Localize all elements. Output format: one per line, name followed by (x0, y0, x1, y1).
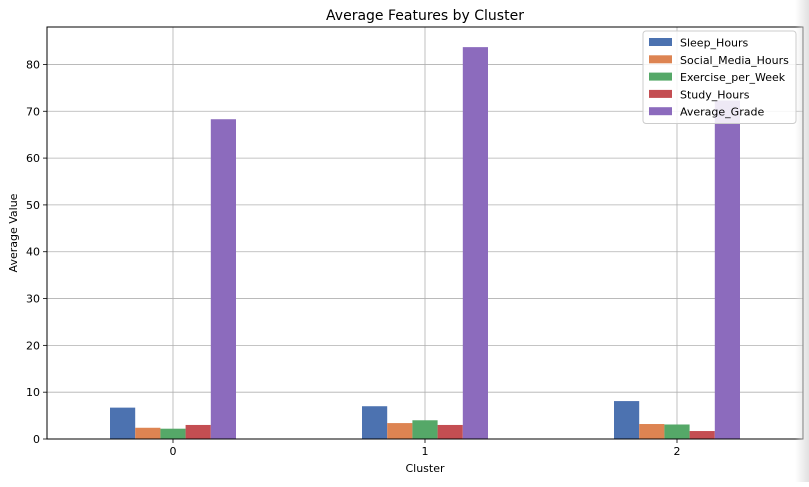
bar-social-media-hours (387, 423, 413, 439)
legend-label: Social_Media_Hours (680, 54, 789, 67)
legend-label: Study_Hours (680, 88, 750, 101)
y-tick-label: 20 (26, 339, 40, 352)
y-tick-label: 80 (26, 58, 40, 71)
bar-exercise-per-week (664, 424, 690, 439)
ticks-layer: 0 10 20 30 40 50 60 70 80 0 1 2 (26, 58, 681, 458)
legend: Sleep_Hours Social_Media_Hours Exercise_pe… (642, 30, 797, 124)
x-tick-label: 2 (674, 445, 681, 458)
bars-layer (110, 47, 740, 440)
legend-swatch (649, 72, 672, 81)
x-axis-label: Cluster (405, 462, 445, 475)
x-tick-label: 1 (422, 445, 429, 458)
bar-study-hours (437, 424, 463, 439)
legend-swatch (649, 38, 672, 46)
x-tick-label: 0 (170, 445, 177, 458)
bar-study-hours (185, 424, 211, 439)
bar-exercise-per-week (160, 428, 186, 439)
bar-social-media-hours (135, 427, 161, 439)
chart-title: Average Features by Cluster (326, 8, 524, 24)
bar-exercise-per-week (412, 420, 438, 439)
bar-average-grade (462, 47, 488, 440)
y-tick-label: 10 (26, 386, 40, 399)
bar-sleep-hours (362, 406, 388, 439)
bar-study-hours (689, 431, 715, 439)
legend-label: Exercise_per_Week (680, 71, 786, 84)
bar-sleep-hours (110, 407, 136, 439)
y-tick-label: 50 (26, 199, 40, 212)
legend-swatch (649, 107, 672, 116)
bar-average-grade (714, 100, 740, 439)
y-axis-label: Average Value (7, 193, 20, 272)
bar-social-media-hours (639, 424, 665, 439)
legend-label: Average_Grade (680, 106, 764, 119)
legend-swatch (649, 89, 672, 98)
y-tick-label: 70 (26, 105, 40, 118)
legend-swatch (649, 55, 672, 64)
bar-sleep-hours (614, 401, 640, 439)
y-tick-label: 60 (26, 152, 40, 165)
legend-label: Sleep_Hours (680, 37, 749, 50)
y-tick-label: 30 (26, 293, 40, 306)
y-tick-label: 0 (33, 433, 40, 446)
bar-average-grade (210, 119, 236, 440)
y-tick-label: 40 (26, 246, 40, 259)
